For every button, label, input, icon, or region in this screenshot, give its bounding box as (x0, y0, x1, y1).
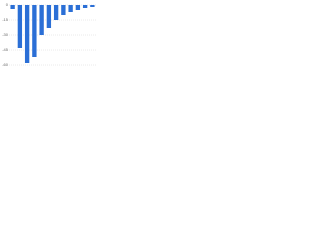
bar (75, 5, 81, 10)
page: {"chart_data": {"type": "bar", "categori… (0, 0, 320, 71)
y-tick-label: -60 (2, 62, 9, 67)
bar (90, 5, 95, 7)
bar (82, 5, 88, 8)
bar (68, 5, 73, 12)
bar (46, 5, 52, 28)
y-tick-label: -30 (2, 32, 9, 37)
bar (17, 5, 23, 48)
bar (24, 5, 30, 63)
y-tick-label: 0 (6, 2, 9, 7)
bar (10, 5, 15, 9)
bar (53, 5, 59, 20)
bar (32, 5, 37, 57)
bar (39, 5, 44, 35)
y-tick-label: -15 (2, 17, 9, 22)
bar (61, 5, 66, 15)
y-tick-label: -45 (2, 47, 9, 52)
chart: 0 -15 -30 -45 -60 (2, 2, 96, 67)
